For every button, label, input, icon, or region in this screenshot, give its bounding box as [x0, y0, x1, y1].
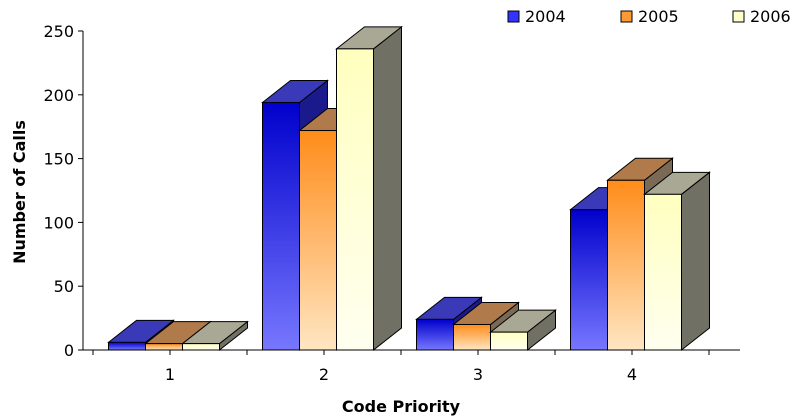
- bar-front-face: [262, 101, 300, 351]
- bar-front-face: [108, 341, 146, 351]
- x-tick-label: 4: [627, 365, 637, 384]
- y-tick-label: 250: [43, 22, 74, 41]
- bar-front-face: [299, 130, 337, 351]
- bar-front-face: [336, 48, 374, 351]
- bar-side-face: [373, 25, 402, 352]
- bar-front-face: [453, 323, 491, 351]
- bar-front-face: [644, 193, 682, 351]
- legend-label: 2006: [750, 7, 791, 26]
- y-tick-label: 150: [43, 150, 74, 169]
- x-tick-label: 3: [473, 365, 483, 384]
- bar-side-face: [681, 171, 710, 352]
- y-axis-title: Number of Calls: [10, 120, 29, 264]
- bar-2006-priority-1: [181, 320, 249, 352]
- y-tick-label: 200: [43, 86, 74, 105]
- bar-front-face: [416, 318, 454, 351]
- bar-front-face: [607, 179, 645, 351]
- y-tick-label: 50: [54, 277, 74, 296]
- legend-item-2006: 2006: [732, 7, 791, 26]
- bar-front-face: [145, 343, 183, 351]
- legend-swatch: [507, 10, 520, 23]
- legend: 2004 2005 2006: [507, 7, 791, 26]
- y-tick-label: 0: [64, 341, 74, 360]
- x-tick-label: 2: [319, 365, 329, 384]
- x-axis-ticks: 1 2 3 4: [92, 350, 710, 384]
- bar-series: [107, 25, 711, 352]
- x-tick-label: 1: [165, 365, 175, 384]
- bar-front-face: [490, 331, 528, 351]
- legend-label: 2004: [525, 7, 566, 26]
- legend-swatch: [732, 10, 745, 23]
- bar-front-face: [570, 209, 608, 351]
- bar-front-face: [182, 343, 220, 351]
- bar-2006-priority-4: [643, 171, 711, 352]
- bar-2006-priority-2: [335, 25, 403, 352]
- y-tick-label: 100: [43, 213, 74, 232]
- bar-2006-priority-3: [489, 309, 557, 352]
- legend-item-2004: 2004: [507, 7, 566, 26]
- legend-label: 2005: [638, 7, 679, 26]
- legend-swatch: [620, 10, 633, 23]
- y-axis-ticks: 0 50 100 150 200 250: [43, 22, 83, 360]
- x-axis-title: Code Priority: [342, 397, 461, 416]
- legend-item-2005: 2005: [620, 7, 679, 26]
